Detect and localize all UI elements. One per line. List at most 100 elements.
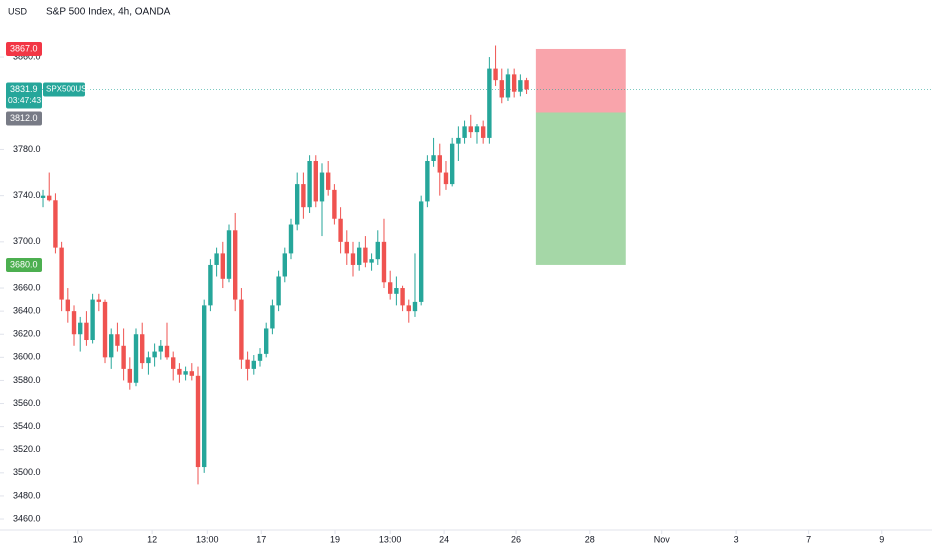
candle-body: [406, 305, 411, 312]
candle-body: [84, 322, 89, 341]
candle-body: [59, 247, 64, 300]
y-tick-label: 3660.0: [13, 282, 41, 292]
candle-body: [127, 368, 133, 383]
y-tick-label: 3500.0: [13, 467, 41, 477]
candle-body: [400, 288, 405, 306]
symbol-badge: [43, 82, 85, 97]
candle-body: [115, 334, 120, 346]
y-tick-label: 3700.0: [13, 236, 41, 246]
x-tick-label: 19: [330, 534, 340, 544]
x-tick-label: 9: [879, 534, 884, 544]
candle-body: [301, 184, 306, 208]
stop-label: 3867.0: [10, 43, 38, 53]
candle-body: [456, 137, 461, 144]
candle-body: [462, 126, 467, 138]
candle-body: [307, 160, 312, 208]
target-zone: [535, 112, 626, 265]
entry-badge: [6, 111, 42, 126]
candle-body: [47, 195, 52, 201]
candle-body: [195, 375, 201, 468]
stop-zone: [535, 48, 626, 113]
y-tick-label: 3640.0: [13, 306, 41, 316]
x-tick-label: 10: [73, 534, 83, 544]
y-tick-label: 3480.0: [13, 490, 41, 500]
y-tick-label: 3540.0: [13, 421, 41, 431]
candle-body: [412, 301, 418, 312]
candle-body: [468, 126, 473, 133]
candle-body: [270, 305, 275, 329]
candle-body: [220, 253, 226, 279]
candle-body: [152, 351, 157, 358]
x-tick-label: 24: [439, 534, 449, 544]
candle-body: [214, 253, 219, 265]
candle-body: [344, 241, 349, 254]
x-tick-label: 3: [734, 534, 739, 544]
candle-body: [418, 201, 424, 302]
symbol-label: SPX500USD: [46, 85, 92, 94]
x-tick-label: 12: [147, 534, 157, 544]
candle-body: [313, 160, 318, 202]
candle-body: [208, 264, 213, 306]
candle-body: [294, 184, 300, 225]
candle-body: [90, 299, 95, 341]
candle-body: [499, 80, 504, 98]
candle-body: [375, 241, 380, 260]
candle-body: [319, 172, 325, 202]
y-tick-label: 3580.0: [13, 375, 41, 385]
y-tick-label: 3460.0: [13, 513, 41, 523]
stop-badge: [6, 41, 42, 56]
y-tick-label: 3620.0: [13, 329, 41, 339]
candle-body: [387, 282, 393, 294]
candle-body: [325, 172, 331, 190]
candle-body: [164, 345, 170, 358]
candle-body: [449, 143, 455, 185]
candle-body: [511, 74, 517, 92]
y-tick-label: 3780.0: [13, 144, 41, 154]
candle-body: [171, 357, 176, 369]
candle-body: [78, 322, 83, 335]
candle-body: [425, 160, 430, 202]
candle-body: [96, 299, 102, 302]
candle-body: [121, 345, 126, 369]
y-tick-label: 3520.0: [13, 444, 41, 454]
candle-body: [251, 360, 256, 369]
candle-body: [239, 299, 244, 360]
candle-body: [493, 68, 498, 81]
x-tick-label: Nov: [654, 534, 671, 544]
candle-body: [487, 68, 492, 138]
candle-body: [183, 371, 188, 375]
candle-body: [53, 200, 58, 248]
x-tick-label: 26: [511, 534, 521, 544]
x-tick-label: 7: [806, 534, 811, 544]
candle-body: [363, 247, 368, 263]
candle-body: [276, 276, 281, 306]
y-tick-label: 3560.0: [13, 398, 41, 408]
x-tick-label: 17: [256, 534, 266, 544]
candle-body: [263, 328, 269, 354]
candle-body: [369, 259, 374, 263]
last-price-label: 3831.9: [10, 84, 38, 94]
entry-label: 3812.0: [10, 113, 38, 123]
candle-body: [518, 80, 523, 92]
candle-body: [505, 74, 511, 98]
x-tick-label: 13:00: [379, 534, 402, 544]
candle-body: [226, 230, 232, 279]
candle-body: [233, 230, 238, 300]
candle-body: [71, 311, 77, 335]
candle-body: [437, 155, 442, 173]
candle-body: [524, 80, 529, 90]
candle-body: [245, 359, 250, 369]
candle-body: [158, 345, 164, 352]
candle-body: [257, 353, 263, 361]
candle-body: [65, 299, 71, 312]
chart-title: S&P 500 Index, 4h, OANDA: [46, 7, 171, 18]
candle-body: [350, 253, 356, 265]
candle-body: [332, 189, 337, 219]
candle-body: [480, 126, 486, 138]
candle-body: [133, 334, 139, 383]
candle-body: [282, 253, 287, 277]
last-price-badge: [6, 82, 42, 109]
target-badge: [6, 257, 42, 272]
